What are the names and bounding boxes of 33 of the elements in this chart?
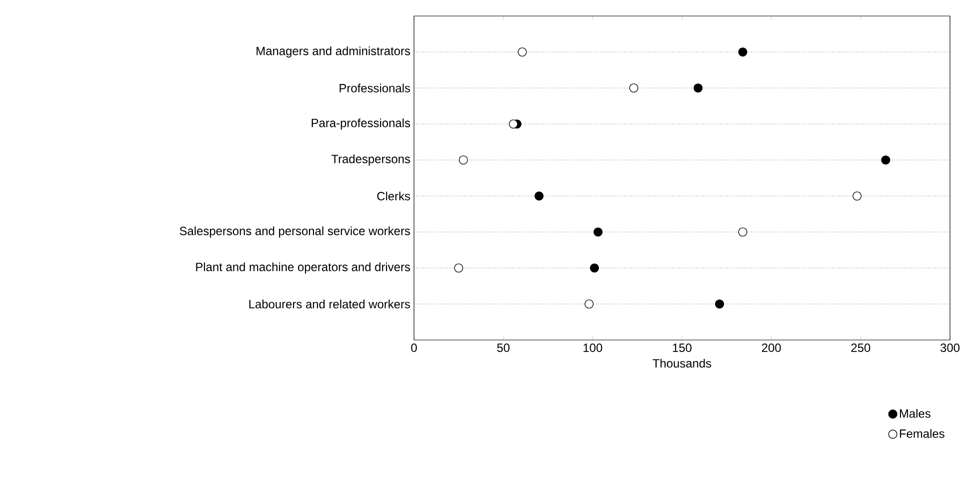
point [629,83,638,93]
x-tick-label: 100 [584,344,602,352]
point [738,227,748,237]
y-tick-label: Labourers and related workers [249,300,410,308]
point [534,191,544,201]
y-tick-label: Para-professionals [312,118,410,130]
x-tick-label: 300 [940,344,960,352]
y-tick-label: Clerks [377,192,410,200]
y-tick-label: Managers and administrators [256,46,410,58]
x-tick-label: 200 [762,344,781,352]
legend-label: Males [900,408,930,418]
point [594,227,603,237]
x-tick-label: 0 [411,344,417,352]
x-tick-label: 250 [851,344,870,352]
point [738,47,748,57]
point [852,191,862,201]
y-tick-label: Salespersons and personal service workers [180,226,410,238]
point [590,263,599,273]
point [518,47,527,57]
legend-label: Females [900,429,944,438]
point [584,299,594,309]
point [714,299,724,309]
x-axis-title: Thousands [652,358,712,368]
y-tick-label: Professionals [340,84,410,92]
y-tick-label: Tradespersons [331,154,410,166]
x-tick-label: 150 [672,344,692,352]
x-tick-label: 50 [497,344,510,352]
point [881,155,890,165]
point [458,155,468,165]
point [454,263,464,273]
point [694,83,703,93]
y-tick-label: Plant and machine operators and drivers [196,262,410,274]
point [508,119,518,129]
